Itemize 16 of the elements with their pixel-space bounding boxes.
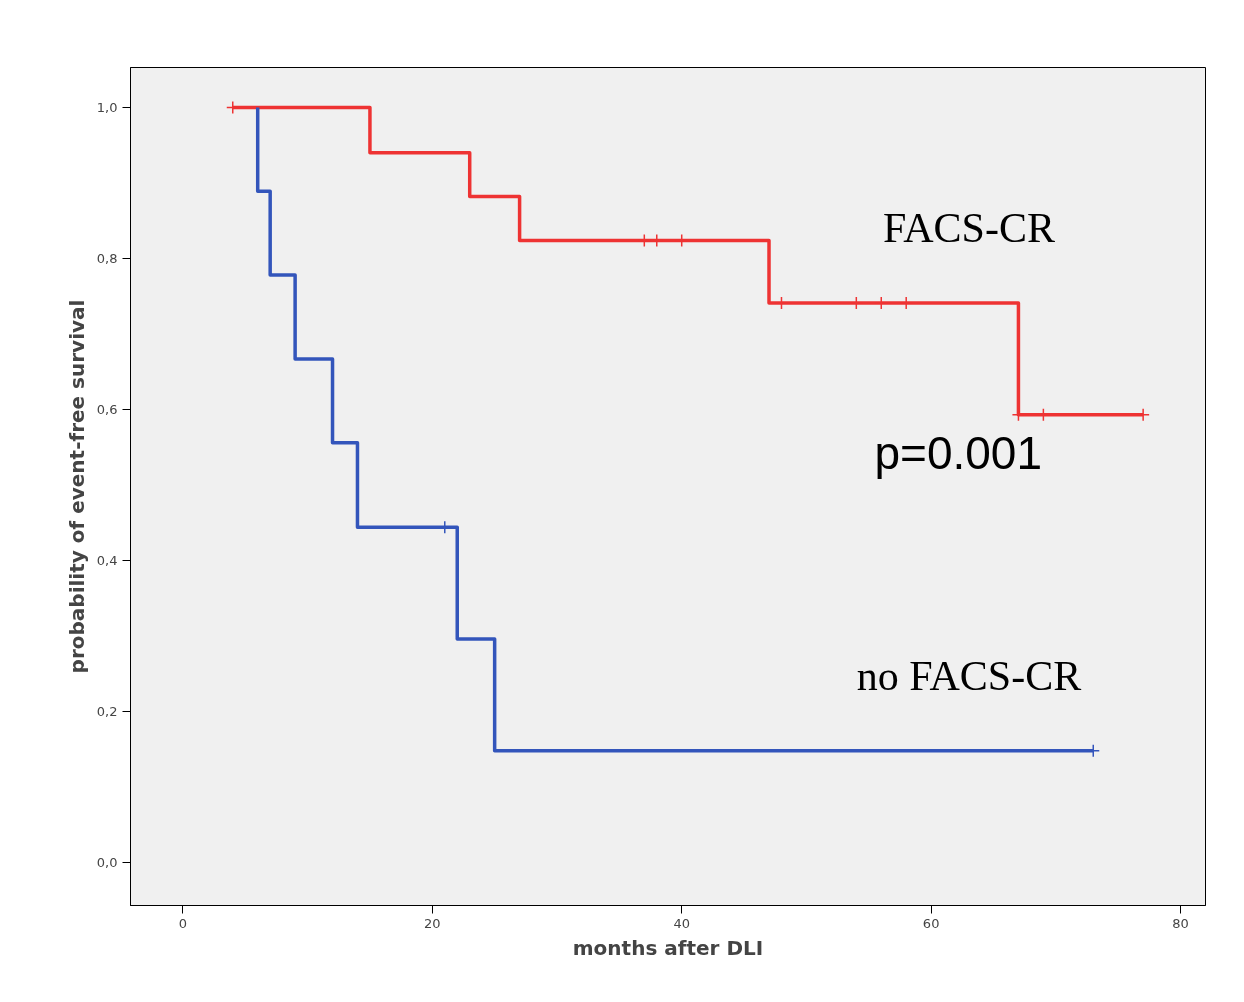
x-tick-label: 60 (922, 915, 940, 931)
series-label: FACS-CR (883, 205, 1055, 252)
y-tick-label: 0,6 (96, 401, 118, 417)
series-label: no FACS-CR (856, 652, 1082, 699)
x-axis-title: months after DLI (572, 935, 764, 960)
y-tick-label: 0,0 (96, 854, 118, 870)
x-tick-label: 0 (178, 915, 188, 931)
x-tick-label: 20 (424, 915, 441, 931)
y-tick-label: 0,2 (96, 703, 118, 719)
y-axis-title: probability of event-free survival (64, 299, 89, 674)
x-tick-label: 40 (673, 915, 690, 931)
x-tick-label: 80 (1172, 915, 1189, 931)
y-tick-label: 1,0 (96, 100, 118, 116)
y-tick-label: 0,8 (96, 251, 118, 266)
y-tick-label: 0,4 (96, 552, 118, 568)
annotation: p=0.001 (874, 426, 1043, 479)
